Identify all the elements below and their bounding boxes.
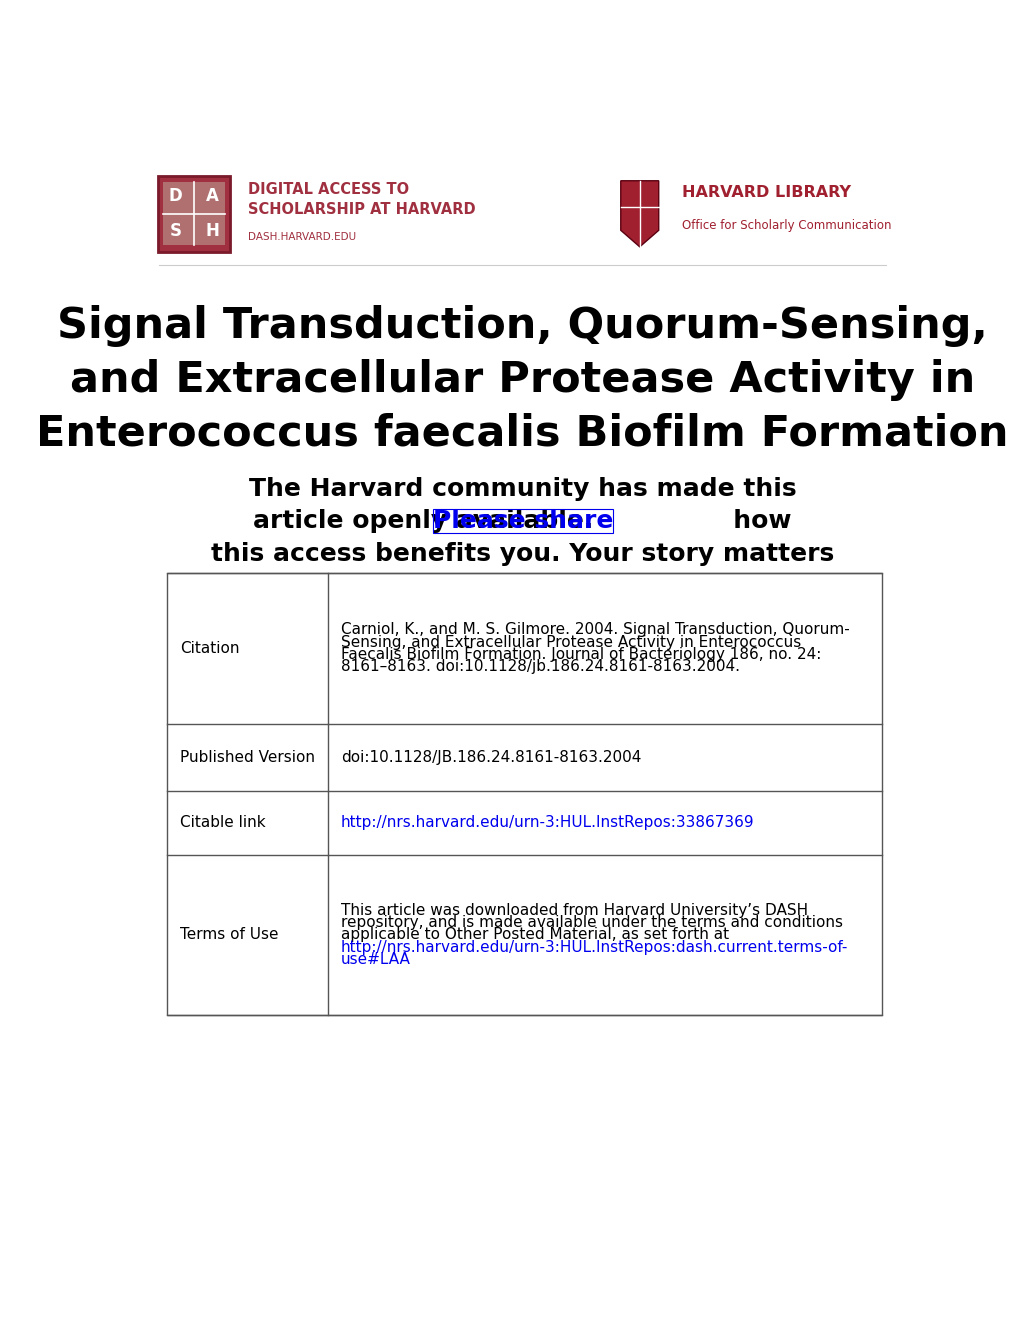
Text: this access benefits you. Your story matters: this access benefits you. Your story mat… [211,541,834,566]
Text: This article was downloaded from Harvard University’s DASH: This article was downloaded from Harvard… [340,903,807,917]
Text: Signal Transduction, Quorum-Sensing,: Signal Transduction, Quorum-Sensing, [57,305,987,347]
Text: DASH.HARVARD.EDU: DASH.HARVARD.EDU [248,232,356,242]
Text: S: S [169,222,181,239]
Text: and Extracellular Protease Activity in: and Extracellular Protease Activity in [70,359,974,401]
Text: The Harvard community has made this: The Harvard community has made this [249,477,796,500]
Text: D: D [169,187,182,206]
Text: Terms of Use: Terms of Use [179,928,278,942]
Text: Published Version: Published Version [179,750,315,764]
Text: DIGITAL ACCESS TO: DIGITAL ACCESS TO [248,182,409,197]
Text: Faecalis Biofilm Formation. Journal of Bacteriology 186, no. 24:: Faecalis Biofilm Formation. Journal of B… [340,647,820,661]
Text: applicable to Other Posted Material, as set forth at: applicable to Other Posted Material, as … [340,928,733,942]
Text: Citable link: Citable link [179,816,265,830]
Text: HARVARD LIBRARY: HARVARD LIBRARY [682,185,851,199]
Text: article openly available.                how: article openly available. how [254,510,791,533]
Text: http://nrs.harvard.edu/urn-3:HUL.InstRepos:33867369: http://nrs.harvard.edu/urn-3:HUL.InstRep… [340,816,753,830]
Text: use#LAA: use#LAA [340,952,410,968]
Text: H: H [205,222,219,239]
Polygon shape [621,181,658,247]
Text: Citation: Citation [179,640,238,656]
Text: 8161–8163. doi:10.1128/jb.186.24.8161-8163.2004.: 8161–8163. doi:10.1128/jb.186.24.8161-81… [340,659,739,675]
Text: doi:10.1128/JB.186.24.8161-8163.2004: doi:10.1128/JB.186.24.8161-8163.2004 [340,750,640,764]
Text: Carniol, K., and M. S. Gilmore. 2004. Signal Transduction, Quorum-: Carniol, K., and M. S. Gilmore. 2004. Si… [340,623,849,638]
Text: Please share: Please share [432,510,612,533]
Text: SCHOLARSHIP AT HARVARD: SCHOLARSHIP AT HARVARD [248,202,475,216]
Text: A: A [206,187,218,206]
Text: Sensing, and Extracellular Protease Activity in Enterococcus: Sensing, and Extracellular Protease Acti… [340,635,800,649]
FancyBboxPatch shape [162,182,225,246]
Text: http://nrs.harvard.edu/urn-3:HUL.InstRepos:dash.current.terms-of-: http://nrs.harvard.edu/urn-3:HUL.InstRep… [340,940,847,954]
Text: Office for Scholarly Communication: Office for Scholarly Communication [682,219,891,232]
FancyBboxPatch shape [157,176,230,252]
Bar [167,573,881,1015]
Text: Enterococcus faecalis Biofilm Formation: Enterococcus faecalis Biofilm Formation [37,413,1008,455]
Text: repository, and is made available under the terms and conditions: repository, and is made available under … [340,915,842,931]
